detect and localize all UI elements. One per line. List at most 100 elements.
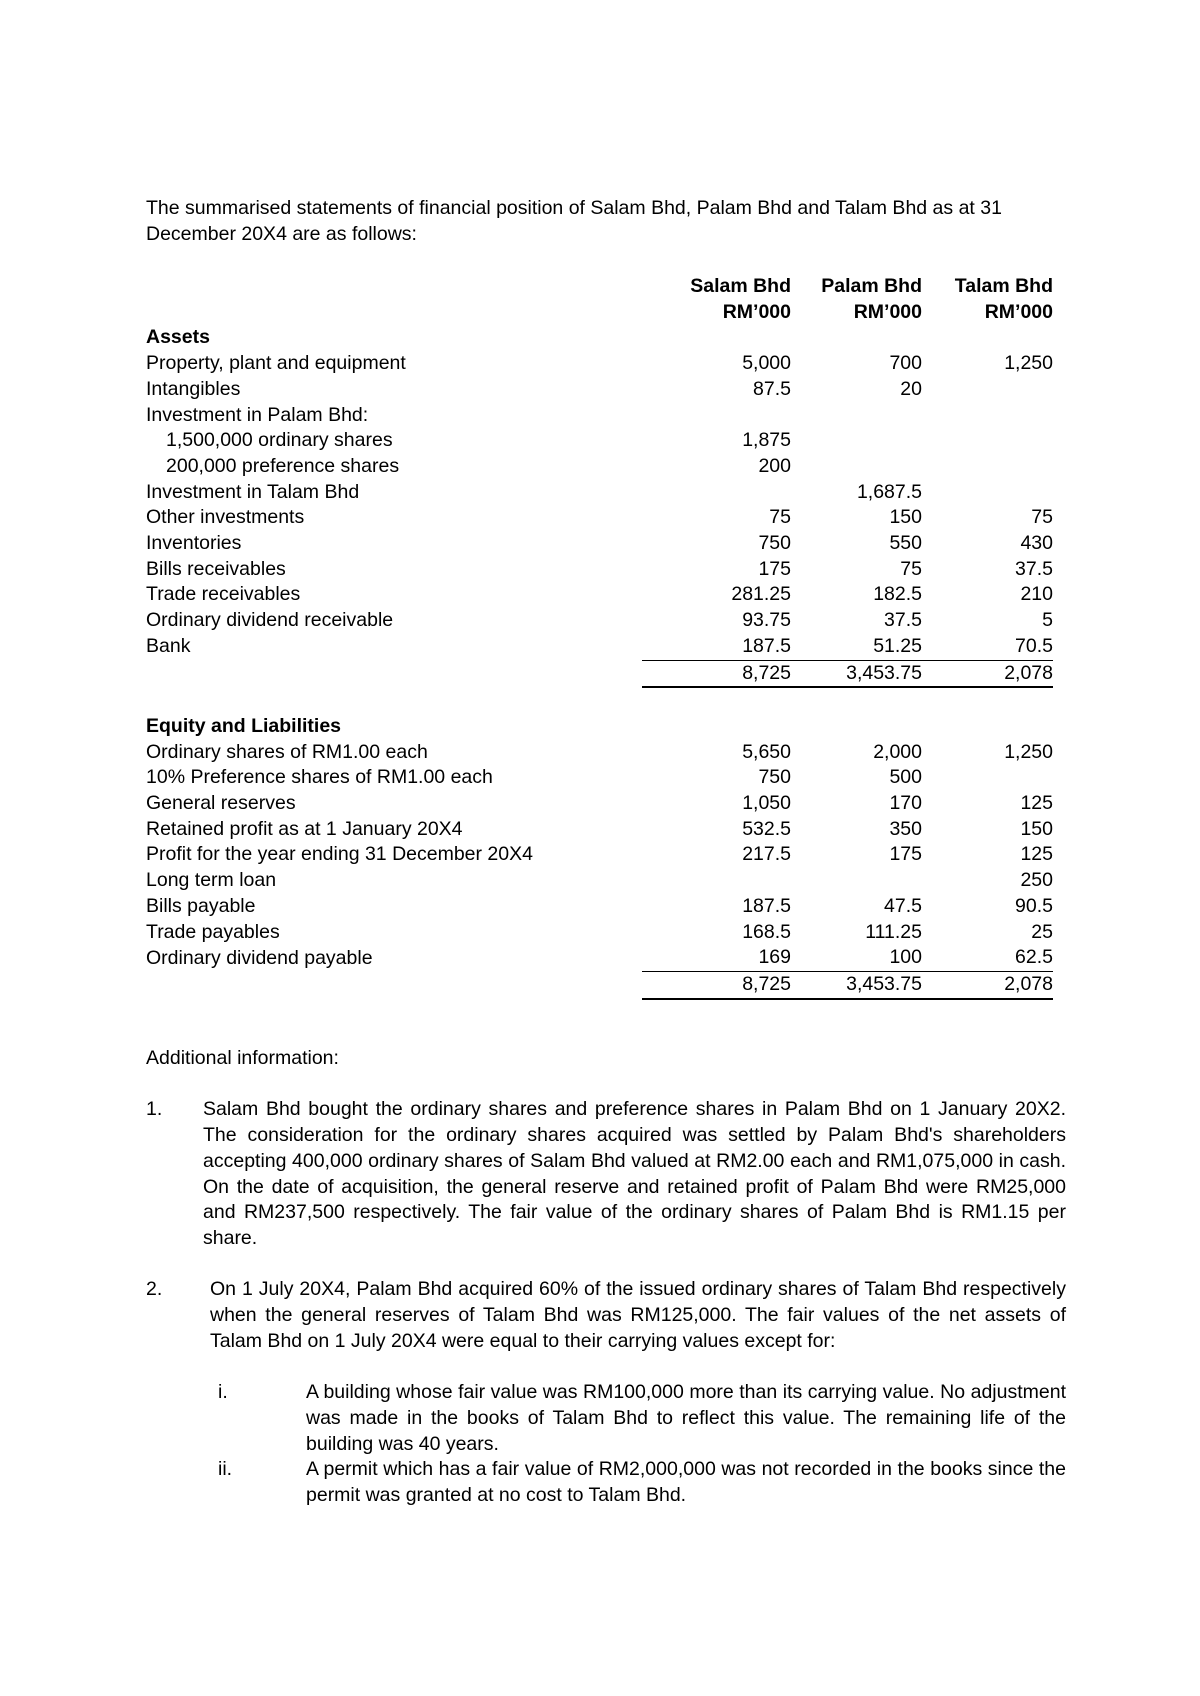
section-heading: Equity and Liabilities xyxy=(146,714,1053,740)
cell-value: 90.5 xyxy=(1015,894,1053,917)
cell-value: 1,250 xyxy=(1004,352,1053,375)
subnote-number: i. xyxy=(218,1381,228,1404)
column-header-units: RM’000 RM’000 RM’000 xyxy=(146,300,1053,326)
note-number: 1. xyxy=(146,1098,163,1121)
row-label: Property, plant and equipment xyxy=(146,352,406,375)
row-label xyxy=(146,687,642,714)
cell-value xyxy=(642,325,791,351)
table-row: 1,500,000 ordinary shares 1,875 xyxy=(146,428,1053,454)
additional-heading: Additional information: xyxy=(146,1047,339,1069)
cell-value: 250 xyxy=(1020,869,1053,892)
table-row: Trade payables 168.5 111.25 25 xyxy=(146,920,1053,946)
row-label: Bank xyxy=(146,635,191,658)
table-row: Trade receivables 281.25 182.5 210 xyxy=(146,582,1053,608)
cell-value: 5 xyxy=(1042,609,1053,632)
cell-value: 170 xyxy=(889,792,922,815)
row-label: Bills receivables xyxy=(146,557,286,580)
cell-value xyxy=(791,325,922,351)
row-label: Trade receivables xyxy=(146,583,301,606)
cell-value: 175 xyxy=(889,843,922,866)
cell-value: 8,725 xyxy=(642,970,791,1000)
cell-value xyxy=(922,714,1053,740)
cell-value xyxy=(922,480,1053,506)
table-row: Ordinary shares of RM1.00 each 5,650 2,000… xyxy=(146,740,1053,766)
cell-value: 47.5 xyxy=(884,894,922,917)
additional-information: Additional information: 1. Salam Bhd bou… xyxy=(146,1046,1066,1509)
cell-value xyxy=(922,428,1053,454)
cell-value: 150 xyxy=(1020,817,1053,840)
cell-value: 2,078 xyxy=(922,659,1053,689)
cell-value xyxy=(642,868,791,894)
table-row: Profit for the year ending 31 December 2… xyxy=(146,842,1053,868)
subnote-number: ii. xyxy=(218,1458,233,1481)
cell-value: RM’000 xyxy=(853,300,922,323)
cell-value: 5,000 xyxy=(742,352,791,375)
cell-value: 430 xyxy=(1020,532,1053,555)
row-label: Investment in Talam Bhd xyxy=(146,480,360,503)
cell-value xyxy=(922,403,1053,429)
cell-value: 25 xyxy=(1031,920,1053,943)
row-label: Ordinary dividend payable xyxy=(146,946,373,969)
table-row: General reserves 1,050 170 125 xyxy=(146,791,1053,817)
subnote-i: i. A building whose fair value was RM100… xyxy=(146,1380,1066,1457)
cell-value: 2,000 xyxy=(873,740,922,763)
row-label: Investment in Palam Bhd: xyxy=(146,403,369,426)
row-label: Ordinary shares of RM1.00 each xyxy=(146,740,428,763)
row-label xyxy=(146,274,642,300)
table-row: 10% Preference shares of RM1.00 each 750 5… xyxy=(146,765,1053,791)
cell-value xyxy=(791,868,922,894)
cell-value: RM’000 xyxy=(722,300,791,323)
cell-value xyxy=(922,377,1053,403)
cell-value xyxy=(642,687,791,714)
table-row: Ordinary dividend payable 169 100 62.5 xyxy=(146,945,1053,971)
cell-value: 700 xyxy=(889,352,922,375)
spacer-row xyxy=(146,687,1053,714)
total-row: 8,725 3,453.75 2,078 xyxy=(146,659,1053,689)
cell-value: 75 xyxy=(900,557,922,580)
cell-value xyxy=(791,714,922,740)
note-number: 2. xyxy=(146,1278,163,1301)
section-heading: Assets xyxy=(146,325,1053,351)
cell-value xyxy=(791,687,922,714)
cell-value xyxy=(791,403,922,429)
cell-value: 2,078 xyxy=(922,970,1053,1000)
cell-value xyxy=(642,714,791,740)
cell-value: 75 xyxy=(769,506,791,529)
cell-value: 281.25 xyxy=(731,583,791,606)
cell-value: 125 xyxy=(1020,843,1053,866)
cell-value: 70.5 xyxy=(1015,634,1053,657)
table-row: Investment in Talam Bhd 1,687.5 xyxy=(146,480,1053,506)
cell-value: 3,453.75 xyxy=(791,970,922,1000)
row-label: Long term loan xyxy=(146,869,277,892)
row-label: Assets xyxy=(146,326,210,349)
cell-value: 350 xyxy=(889,817,922,840)
row-label: Bills payable xyxy=(146,894,256,917)
cell-value: 5,650 xyxy=(742,740,791,763)
row-label: 1,500,000 ordinary shares xyxy=(166,429,393,452)
row-label: Equity and Liabilities xyxy=(146,714,342,737)
cell-value: 150 xyxy=(889,506,922,529)
cell-value: 200 xyxy=(758,454,791,477)
financial-position-table: Salam Bhd Palam Bhd Talam Bhd RM’000 RM’000 R… xyxy=(146,274,1053,1000)
cell-value: 169 xyxy=(758,946,791,969)
cell-value: 125 xyxy=(1020,792,1053,815)
note-text: On 1 July 20X4, Palam Bhd acquired 60% o… xyxy=(210,1278,1066,1352)
cell-value xyxy=(642,480,791,506)
intro-text: The summarised statements of financial p… xyxy=(146,197,1002,245)
cell-value xyxy=(922,325,1053,351)
cell-value: 1,250 xyxy=(1004,740,1053,763)
table-row: Bills payable 187.5 47.5 90.5 xyxy=(146,894,1053,920)
row-label: 10% Preference shares of RM1.00 each xyxy=(146,766,493,789)
row-label xyxy=(146,660,642,687)
cell-value: 750 xyxy=(758,766,791,789)
cell-value: 168.5 xyxy=(742,920,791,943)
cell-value: 100 xyxy=(889,946,922,969)
total-row: 8,725 3,453.75 2,078 xyxy=(146,970,1053,1000)
table-row: Ordinary dividend receivable 93.75 37.5 5 xyxy=(146,608,1053,634)
row-label: Retained profit as at 1 January 20X4 xyxy=(146,817,463,840)
cell-value: 210 xyxy=(1020,583,1053,606)
cell-value: 175 xyxy=(758,557,791,580)
cell-value: Palam Bhd xyxy=(821,275,922,297)
cell-value xyxy=(642,403,791,429)
cell-value: 217.5 xyxy=(742,843,791,866)
